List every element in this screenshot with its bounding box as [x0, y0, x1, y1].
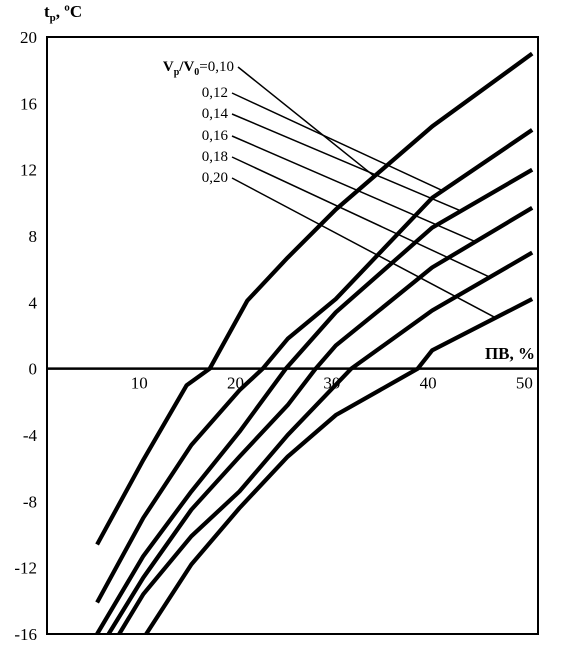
y-tick-label: 16: [20, 94, 37, 113]
y-tick-label: 0: [29, 360, 38, 379]
y-tick-label: -8: [23, 492, 37, 511]
curve-label-2: 0,12: [202, 85, 228, 101]
y-tick-label: 12: [20, 161, 37, 180]
x-tick-label: 40: [420, 374, 437, 393]
y-tick-label: -4: [23, 426, 38, 445]
leader-line-3: [231, 113, 462, 212]
curves: [95, 51, 534, 636]
leader-line-2: [231, 92, 444, 192]
curve-series-6: [144, 297, 534, 636]
x-tick-label: 30: [323, 374, 340, 393]
curve-series-4: [106, 205, 534, 636]
x-axis-title: ПВ, %: [485, 344, 535, 363]
plot-area: [46, 36, 539, 635]
curve-series-3: [95, 167, 534, 636]
y-axis-title: tр, ºC: [44, 2, 82, 24]
y-tick-label: -12: [14, 559, 37, 578]
curve-series-2: [95, 128, 534, 604]
curve-label-5: 0,18: [202, 149, 228, 165]
leader-line-1: [237, 66, 375, 177]
curve-label-3: 0,14: [202, 106, 229, 122]
leader-line-4: [231, 135, 476, 243]
curve-labels: Vр/V0=0,10 0,12 0,14 0,16 0,18 0,20: [163, 59, 496, 319]
x-tick-label: 50: [516, 374, 533, 393]
curve-label-4: 0,16: [202, 128, 229, 144]
curve-label-1: Vр/V0=0,10: [163, 59, 234, 78]
leader-line-6: [231, 177, 496, 319]
curve-series-5: [117, 250, 534, 636]
y-tick-label: -16: [14, 625, 37, 644]
plot-frame: [46, 36, 539, 635]
y-tick-label: 8: [29, 227, 38, 246]
y-tick-label: 4: [29, 293, 38, 312]
y-tick-label: 20: [20, 28, 37, 47]
leader-line-5: [231, 156, 491, 278]
x-tick-label: 10: [131, 374, 148, 393]
curve-series-1: [95, 51, 534, 546]
curve-label-6: 0,20: [202, 170, 228, 186]
